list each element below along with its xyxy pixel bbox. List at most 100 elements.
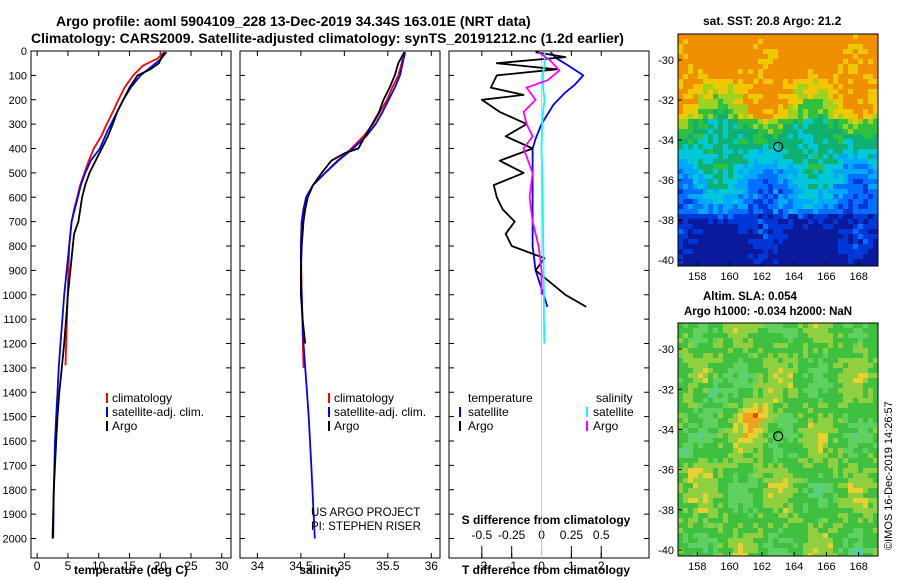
sla-map-cell [748, 338, 754, 344]
sla-map-cell [678, 498, 684, 504]
sla-map-cell [863, 503, 869, 509]
sla-map-cell [728, 408, 734, 414]
sst-map-cell [833, 244, 839, 250]
sla-map-cell [863, 458, 869, 464]
sla-map-cell [818, 438, 824, 444]
sla-map-cell [728, 398, 734, 404]
sla-map-cell [733, 438, 739, 444]
sst-map-cell [723, 199, 729, 205]
sst-map-cell [698, 109, 704, 115]
sla-map-cell [738, 338, 744, 344]
sst-map-cell [813, 189, 819, 195]
sst-map-cell [858, 139, 864, 145]
sst-map-cell [813, 199, 819, 205]
sla-map-cell [808, 423, 814, 429]
sst-map-cell [783, 44, 789, 50]
sst-map-cell [683, 49, 689, 55]
sla-map-cell [763, 543, 769, 549]
sst-map-cell [803, 239, 809, 245]
sla-map-cell [708, 473, 714, 479]
sst-map-cell [703, 54, 709, 60]
sla-map-cell [713, 373, 719, 379]
sla-map-cell [693, 323, 699, 329]
temperature-x-tick-label: 30 [215, 559, 229, 573]
sla-map-cell [863, 473, 869, 479]
sla-map-cell [698, 353, 704, 359]
sst-map-cell [768, 169, 774, 175]
sla-map-cell [688, 343, 694, 349]
sla-map-cell [853, 358, 859, 364]
sla-map-cell [873, 538, 878, 544]
sst-map-cell [838, 149, 844, 155]
sla-map-cell [678, 513, 684, 519]
sla-map-cell [783, 408, 789, 414]
sst-map-cell [743, 134, 749, 140]
sst-map-cell [713, 224, 719, 230]
sla-map-cell [763, 338, 769, 344]
sst-map-cell [783, 229, 789, 235]
sla-map-cell [738, 403, 744, 409]
sst-map-cell [828, 179, 834, 185]
sla-map-cell [773, 393, 779, 399]
sst-map-cell [793, 224, 799, 230]
sst-map-y-tick-label: -36 [658, 175, 674, 187]
depth-tick-label: 1000 [3, 290, 27, 302]
sla-map-cell [863, 358, 869, 364]
sst-map-cell [783, 109, 789, 115]
sst-map-cell [873, 249, 878, 255]
sst-map-cell [868, 159, 874, 165]
sla-map-cell [868, 553, 874, 556]
sst-map-cell [853, 84, 859, 90]
sst-map-cell [703, 69, 709, 75]
depth-tick-label: 200 [9, 95, 27, 107]
sst-map-cell [798, 104, 804, 110]
sst-map-cell [848, 139, 854, 145]
sla-map-cell [688, 533, 694, 539]
sla-map-cell [763, 483, 769, 489]
sst-map-cell [753, 54, 759, 60]
sla-map-cell [838, 398, 844, 404]
sla-map-cell [803, 508, 809, 514]
sst-map-cell [858, 159, 864, 165]
sst-map-cell [843, 49, 849, 55]
sst-map-cell [848, 64, 854, 70]
sla-map-cell [758, 373, 764, 379]
sla-map-cell [728, 418, 734, 424]
sla-map-cell [828, 478, 834, 484]
sst-map-cell [873, 219, 878, 225]
sst-map-cell [863, 219, 869, 225]
sla-map-cell [848, 498, 854, 504]
sst-map-cell [873, 164, 878, 170]
sst-map-cell [818, 134, 824, 140]
sst-map-cell [683, 214, 689, 220]
sla-map-cell [828, 498, 834, 504]
sst-map-cell [688, 229, 694, 235]
sla-map-cell [753, 493, 759, 499]
sla-map-cell [868, 478, 874, 484]
sst-map-cell [683, 134, 689, 140]
sst-map-cell [873, 99, 878, 105]
sst-map-cell [778, 69, 784, 75]
sst-map-cell [843, 194, 849, 200]
sla-map-cell [843, 463, 849, 469]
sst-map-cell [808, 49, 814, 55]
sla-map-cell [838, 348, 844, 354]
sla-map-cell [858, 363, 864, 369]
sla-map-cell [853, 428, 859, 434]
sla-map-cell [843, 523, 849, 529]
sst-map-cell [788, 99, 794, 105]
sst-map-cell [783, 114, 789, 120]
sla-map-cell [843, 328, 849, 334]
sst-map-cell [858, 94, 864, 100]
sla-map-cell [768, 418, 774, 424]
sst-map-cell [793, 264, 799, 266]
sst-map-cell [688, 84, 694, 90]
sla-map-cell [748, 398, 754, 404]
sst-map-cell [858, 84, 864, 90]
sla-map-cell [873, 523, 878, 529]
sla-map-cell [818, 473, 824, 479]
sla-map-cell [718, 543, 724, 549]
sla-map-cell [703, 448, 709, 454]
sla-map-cell [753, 408, 759, 414]
sla-map-cell [758, 518, 764, 524]
